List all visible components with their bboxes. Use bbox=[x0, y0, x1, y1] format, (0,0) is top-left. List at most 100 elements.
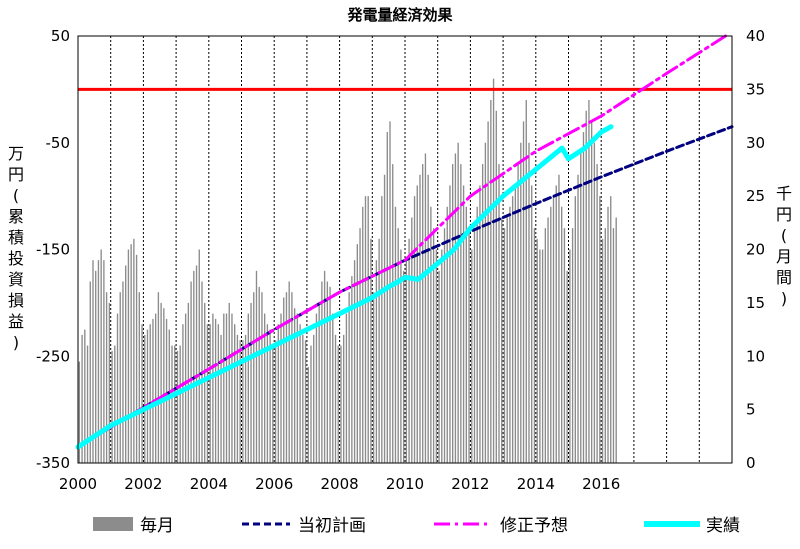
legend: 毎月 当初計画 修正予想 実績 bbox=[93, 516, 740, 536]
x-tick-3: 2006 bbox=[255, 475, 293, 493]
left-axis-label-char-5: 投 bbox=[8, 249, 24, 268]
bar-month-189 bbox=[593, 142, 596, 463]
bar-month-152 bbox=[492, 78, 495, 463]
left-axis-label-char-3: 累 bbox=[8, 207, 24, 226]
bar-month-104 bbox=[362, 206, 364, 464]
bar-month-131 bbox=[435, 249, 438, 463]
bar-month-34 bbox=[171, 345, 173, 463]
bar-month-163 bbox=[522, 121, 525, 464]
bar-month-103 bbox=[359, 228, 361, 463]
bar-month-98 bbox=[345, 313, 348, 463]
bar-month-55 bbox=[228, 302, 230, 464]
bar-month-121 bbox=[408, 238, 410, 463]
bar-month-68 bbox=[263, 313, 266, 463]
bar-month-88 bbox=[318, 302, 320, 464]
right-axis-label: 千円 (月間) bbox=[776, 184, 792, 308]
bar-month-125 bbox=[419, 174, 421, 463]
bar-month-48 bbox=[209, 324, 211, 463]
x-axis-ticks: 2000 2002 2004 2006 2008 2010 2012 2014 2016 bbox=[59, 475, 620, 493]
bar-month-5 bbox=[92, 260, 94, 463]
bar-month-185 bbox=[582, 132, 585, 463]
bar-month-146 bbox=[476, 206, 478, 464]
bar-month-122 bbox=[411, 217, 413, 463]
right-tick-1: 35 bbox=[746, 80, 765, 98]
bar-month-56 bbox=[231, 313, 233, 463]
series-line-1 bbox=[76, 34, 727, 449]
bar-month-135 bbox=[446, 206, 448, 464]
bar-month-59 bbox=[239, 340, 241, 463]
bar-month-84 bbox=[307, 366, 309, 463]
bar-month-44 bbox=[198, 249, 200, 463]
x-tick-2: 2004 bbox=[190, 475, 228, 493]
bar-month-171 bbox=[544, 228, 547, 463]
bar-month-101 bbox=[353, 260, 356, 463]
bar-month-136 bbox=[449, 185, 451, 463]
left-axis-label-char-8: 益 bbox=[8, 312, 24, 331]
bar-month-127 bbox=[424, 153, 427, 463]
bar-month-139 bbox=[457, 142, 459, 463]
bar-month-32 bbox=[165, 318, 168, 463]
bar-month-143 bbox=[468, 228, 470, 463]
bar-month-95 bbox=[337, 345, 339, 463]
bar-month-130 bbox=[432, 228, 435, 463]
bar-month-180 bbox=[569, 249, 571, 463]
right-axis-label-char-4: 間 bbox=[776, 268, 792, 287]
bar-month-172 bbox=[547, 217, 549, 463]
right-tick-0: 40 bbox=[746, 27, 765, 45]
bar-month-165 bbox=[528, 142, 530, 463]
bar-month-49 bbox=[212, 313, 214, 463]
left-axis-label-char-4: 積 bbox=[8, 228, 24, 247]
bar-month-142 bbox=[465, 206, 467, 464]
bar-month-97 bbox=[343, 334, 345, 463]
x-tick-4: 2008 bbox=[321, 475, 359, 493]
bar-month-69 bbox=[266, 324, 269, 463]
bar-month-31 bbox=[163, 308, 165, 463]
bar-month-181 bbox=[571, 228, 574, 463]
bar-month-108 bbox=[372, 292, 375, 463]
chart-title: 発電量経済効果 bbox=[346, 6, 453, 24]
series-line-2 bbox=[75, 124, 614, 450]
bar-month-51 bbox=[217, 324, 220, 463]
bar-month-11 bbox=[108, 302, 111, 464]
bar-month-73 bbox=[277, 324, 279, 463]
bar-month-176 bbox=[558, 174, 560, 463]
left-tick-3: -250 bbox=[36, 347, 70, 365]
bar-month-184 bbox=[580, 153, 582, 463]
bar-month-190 bbox=[596, 164, 598, 463]
bar-month-156 bbox=[503, 228, 506, 463]
bar-month-15 bbox=[119, 292, 121, 463]
bar-month-102 bbox=[356, 244, 358, 463]
bar-month-91 bbox=[326, 281, 329, 463]
monthly-bars bbox=[78, 78, 617, 464]
bar-month-89 bbox=[321, 281, 323, 463]
bar-month-28 bbox=[154, 313, 157, 463]
bar-month-196 bbox=[612, 228, 615, 463]
bar-month-63 bbox=[250, 302, 252, 464]
bar-month-8 bbox=[100, 249, 102, 463]
bar-month-133 bbox=[441, 249, 443, 463]
bar-month-155 bbox=[501, 217, 503, 463]
left-axis-label-char-9: ) bbox=[13, 333, 19, 352]
right-tick-2: 30 bbox=[746, 134, 765, 152]
bar-month-105 bbox=[364, 196, 367, 464]
left-axis-label-char-6: 資 bbox=[8, 270, 24, 289]
left-tick-4: -350 bbox=[36, 454, 70, 472]
bar-month-115 bbox=[392, 164, 394, 463]
bar-month-153 bbox=[495, 110, 497, 463]
left-axis-label-char-0: 万 bbox=[8, 144, 24, 163]
bar-month-65 bbox=[255, 270, 258, 463]
right-axis-label-char-5: ) bbox=[781, 289, 787, 308]
left-axis-ticks: 50 -50 -150 -250 -350 bbox=[36, 27, 70, 472]
bar-month-100 bbox=[351, 276, 353, 463]
bar-month-76 bbox=[285, 292, 288, 463]
right-axis-ticks: 40 35 30 25 20 15 10 5 0 bbox=[746, 27, 765, 472]
bar-month-85 bbox=[310, 345, 312, 463]
bar-month-30 bbox=[160, 302, 162, 464]
bar-month-87 bbox=[315, 313, 318, 463]
bar-month-188 bbox=[590, 121, 593, 464]
bar-month-111 bbox=[381, 196, 383, 464]
bar-month-192 bbox=[601, 238, 604, 463]
bar-month-54 bbox=[225, 313, 228, 463]
legend-label-plan: 当初計画 bbox=[298, 516, 366, 536]
